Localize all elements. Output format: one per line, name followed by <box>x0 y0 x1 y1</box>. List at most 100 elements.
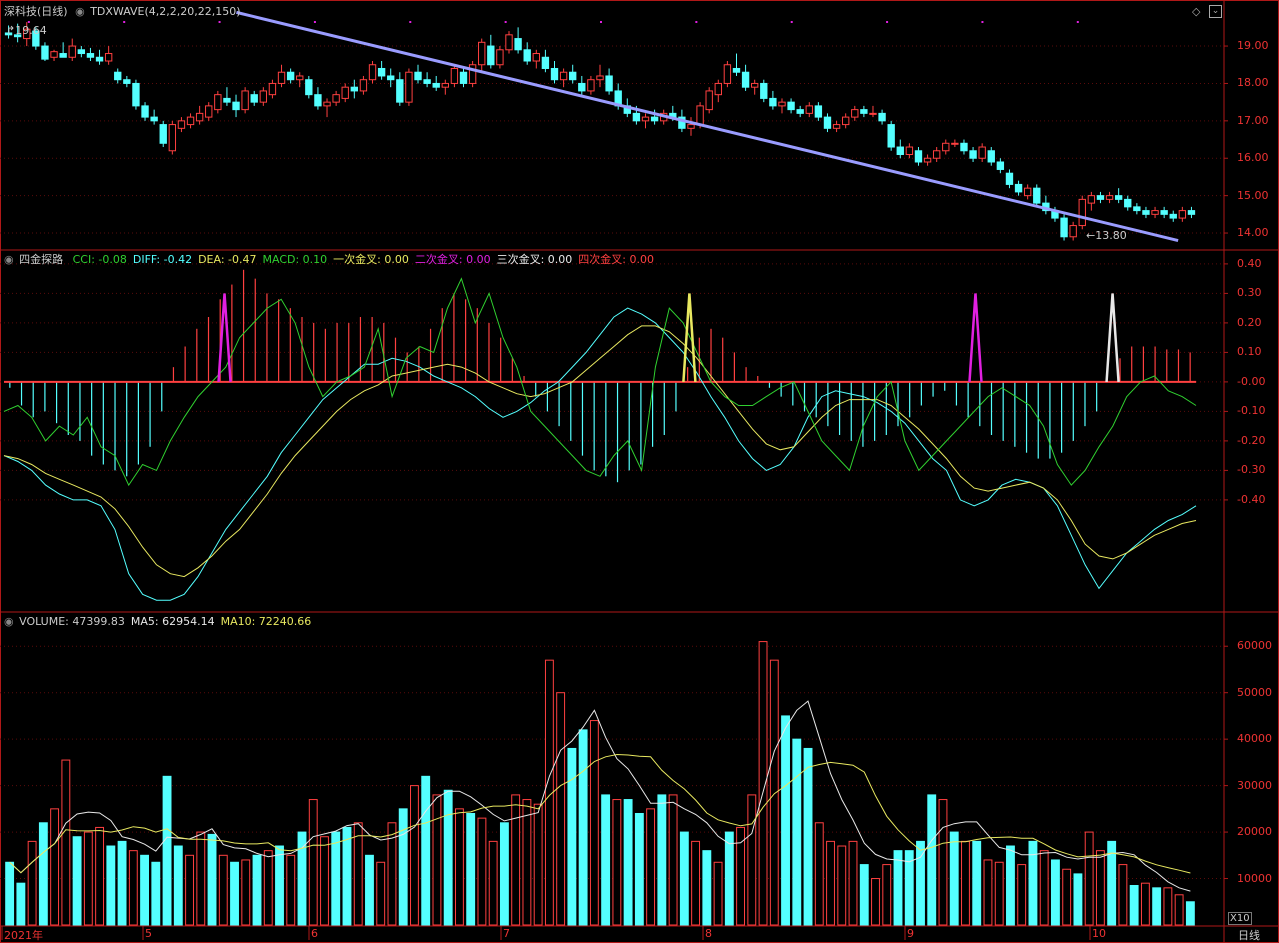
indicator-name[interactable]: TDXWAVE(4,2,2,20,22,150) <box>90 5 241 18</box>
candle <box>878 109 886 125</box>
volume-bar <box>5 861 15 926</box>
golden-cross-peak <box>217 293 232 382</box>
candle <box>787 98 795 114</box>
volume-bar <box>95 826 105 926</box>
macd-value-4: 一次金叉: 0.00 <box>333 253 409 266</box>
volume-bar <box>275 845 284 926</box>
candle <box>1114 188 1123 204</box>
volume-bar <box>72 836 82 926</box>
volume-bar <box>612 799 622 926</box>
volume-bar <box>1118 864 1128 926</box>
price-tick-label: 18.00 <box>1237 76 1269 90</box>
volume-bar <box>567 747 577 926</box>
candle <box>578 75 586 95</box>
candle <box>1014 180 1023 196</box>
volume-bar <box>589 720 599 926</box>
volume-bar <box>916 840 925 926</box>
candle <box>532 49 540 69</box>
signal-marker <box>790 21 793 23</box>
volume-tick-label: 40000 <box>1237 732 1272 746</box>
candle <box>805 102 813 118</box>
stock-name[interactable]: 深科技 <box>4 5 37 18</box>
volume-bar <box>679 831 689 926</box>
volume-bar <box>117 840 127 926</box>
ma5-line <box>9 700 1191 892</box>
volume-bar <box>263 850 273 926</box>
signal-marker <box>600 21 602 23</box>
volume-bar <box>196 831 206 926</box>
chevron-down-icon[interactable]: ⌄ <box>1209 5 1222 18</box>
candle <box>832 120 841 133</box>
macd-value-5: 二次金叉: 0.00 <box>414 253 491 266</box>
candle <box>1087 191 1096 211</box>
candle <box>496 46 504 69</box>
candle <box>823 113 832 133</box>
volume-bar <box>803 747 813 926</box>
volume-bar <box>848 840 858 926</box>
volume-bar <box>477 817 487 926</box>
candle <box>468 61 477 88</box>
volume-bar <box>140 854 150 926</box>
volume-bar <box>1073 873 1083 926</box>
volume-bar <box>522 799 532 926</box>
candle <box>1023 184 1032 200</box>
macd-tick-label: -0.00 <box>1237 374 1266 388</box>
candle <box>587 75 595 95</box>
candle <box>732 53 741 76</box>
volume-bar <box>1163 887 1173 926</box>
candle <box>286 68 295 84</box>
signal-marker <box>123 21 126 23</box>
macd-tick-label: 0.10 <box>1237 345 1262 359</box>
candle <box>960 139 968 155</box>
volume-bar <box>1028 840 1038 926</box>
candle <box>268 79 277 99</box>
volume-bar <box>241 859 251 926</box>
candle <box>641 113 650 129</box>
collapse-icon[interactable]: ◉ <box>75 5 85 18</box>
collapse-icon[interactable]: ◉ <box>4 253 14 266</box>
candle <box>596 64 604 88</box>
volume-bar <box>1050 859 1060 926</box>
volume-bar <box>1095 850 1105 926</box>
volume-bar <box>454 808 464 926</box>
low-label: ←13.80 <box>1086 229 1127 242</box>
diamond-icon[interactable]: ◇ <box>1192 5 1201 18</box>
golden-cross-peak <box>968 293 983 382</box>
candle <box>905 143 914 159</box>
volume-bar <box>724 831 734 926</box>
volume-bar <box>410 785 419 926</box>
candle <box>277 64 286 88</box>
candle <box>741 64 750 91</box>
volume-bar <box>826 840 835 926</box>
volume-bar <box>432 794 442 926</box>
candle <box>77 46 86 58</box>
candle <box>478 38 486 73</box>
candle <box>32 27 40 50</box>
candle <box>432 75 440 91</box>
period-button[interactable]: 日线 <box>1238 929 1260 942</box>
candle <box>932 147 941 162</box>
macd-tick-label: 0.20 <box>1237 315 1262 329</box>
macd-value-6: 三次金叉: 0.00 <box>496 253 573 266</box>
price-tick-label: 15.00 <box>1237 188 1269 202</box>
price-tick-label: 16.00 <box>1237 151 1269 165</box>
candle <box>414 64 422 84</box>
volume-tick-label: 30000 <box>1237 778 1272 792</box>
volume-bar <box>736 826 746 926</box>
candle <box>23 22 31 47</box>
volume-tick-label: 20000 <box>1237 825 1272 839</box>
volume-bar <box>949 831 959 926</box>
collapse-icon[interactable]: ◉ <box>4 615 14 628</box>
candle <box>123 75 131 88</box>
indicator-name-macd[interactable]: 四金探路 <box>19 253 64 266</box>
candle <box>769 90 777 110</box>
volume-bar <box>601 794 611 926</box>
candle <box>450 64 459 88</box>
candle <box>86 47 95 62</box>
series-line-diff <box>3 307 1197 601</box>
volume-bar <box>1017 864 1027 926</box>
price-tick-label: 19.00 <box>1237 39 1269 53</box>
candle <box>396 72 404 106</box>
candle <box>423 72 431 88</box>
